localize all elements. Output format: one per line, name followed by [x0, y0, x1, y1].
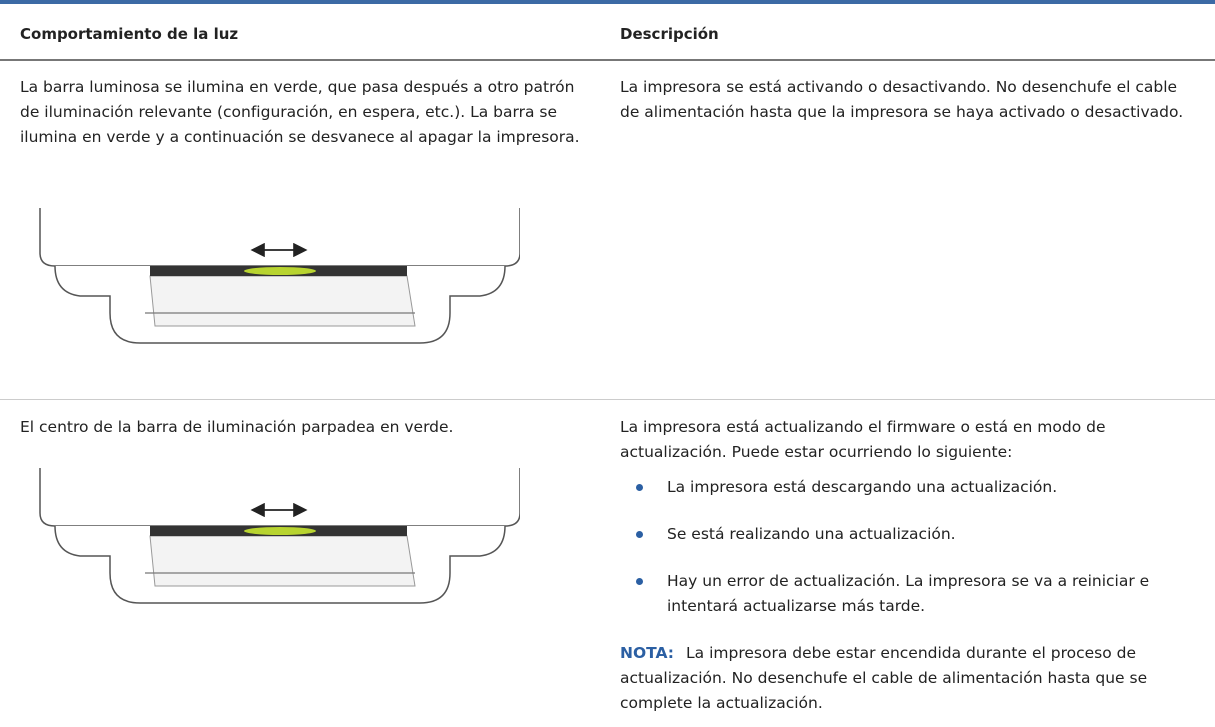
description-cell: La impresora está actualizando el firmwa…: [620, 415, 1195, 716]
column-header: Comportamiento de la luz: [20, 25, 239, 43]
bullet-item: Hay un error de actualización. La impres…: [620, 569, 1195, 619]
behavior-text: El centro de la barra de iluminación par…: [20, 418, 454, 436]
description-text: La impresora está actualizando el firmwa…: [620, 418, 1106, 461]
printer-illustration: [20, 468, 520, 618]
note-text: La impresora debe estar encendida durant…: [620, 644, 1148, 712]
description-text: La impresora se está activando o desacti…: [620, 78, 1184, 121]
behavior-text: La barra luminosa se ilumina en verde, q…: [20, 78, 580, 146]
printer-illustration: [20, 208, 520, 358]
header-rule: [0, 59, 1215, 61]
bullet-item: Se está realizando una actualización.: [620, 522, 1195, 547]
row-rule: [0, 399, 1215, 400]
bullet-list: La impresora está descargando una actual…: [620, 475, 1195, 619]
top-rule: [0, 0, 1215, 4]
note: NOTA: La impresora debe estar encendida d…: [620, 641, 1195, 716]
column-header: Descripción: [620, 25, 719, 43]
note-label: NOTA:: [620, 644, 675, 662]
bullet-item: La impresora está descargando una actual…: [620, 475, 1195, 500]
